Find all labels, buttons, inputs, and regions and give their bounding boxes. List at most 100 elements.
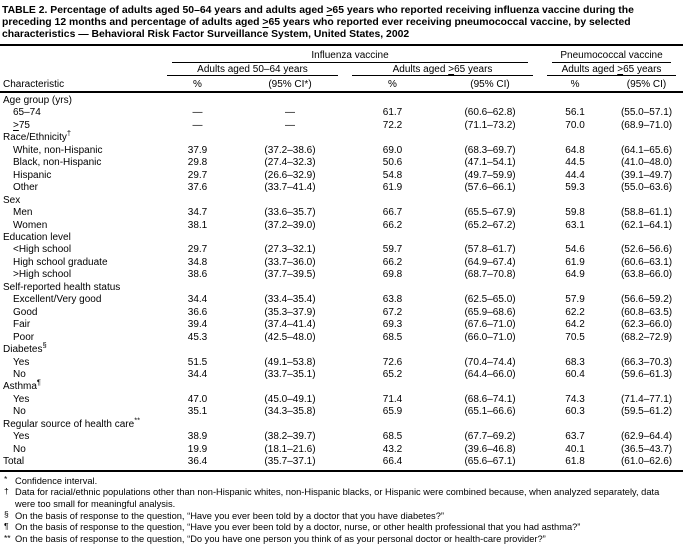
ci-cell: (58.8–61.1) [620, 207, 673, 219]
ci-cell: (49.7–59.9) [464, 169, 516, 181]
percent-cell: 72.6 [382, 356, 403, 368]
section-row: Race/Ethnicity† [0, 129, 683, 144]
data-row: Fair 39.4 (37.4–41.4) 69.3 (67.6–71.0) 64.2 (6… [0, 319, 683, 331]
percent-cell: 64.2 [565, 319, 585, 331]
ci-cell: (63.8–66.0) [620, 269, 673, 281]
ci-cell: (26.6–32.9) [264, 169, 316, 181]
percent-cell: 38.6 [187, 269, 208, 281]
row-label: Good [13, 306, 38, 318]
col-head-flu5064-ci: (95% CI*) [235, 76, 345, 93]
characteristic-header: Characteristic [0, 76, 160, 93]
ci-cell: (65.9–68.6) [464, 306, 516, 318]
section-row: Sex [0, 195, 683, 207]
ci-cell: (45.0–49.1) [264, 393, 316, 405]
percent-cell: 68.5 [382, 431, 403, 443]
percent-cell: 59.7 [382, 244, 403, 256]
row-label: 65–74 [13, 107, 41, 119]
subgroup-influenza-50-64-label: Adults aged 50–64 years [167, 64, 338, 76]
footnote-symbol: * [4, 474, 8, 485]
ci-cell: (35.3–37.9) [264, 306, 316, 318]
percent-cell: 59.8 [565, 207, 585, 219]
section-row: Education level [0, 232, 683, 244]
data-row: Men 34.7 (33.6–35.7) 66.7 (65.5–67.9) 59.8 (58… [0, 207, 683, 219]
row-label: High school graduate [13, 256, 108, 268]
percent-cell: 37.9 [187, 144, 208, 156]
percent-cell: 54.6 [565, 244, 585, 256]
ci-cell: (37.2–39.0) [264, 219, 316, 231]
percent-cell: 34.4 [187, 368, 208, 380]
percent-cell: 70.5 [565, 331, 585, 343]
percent-cell: 67.2 [382, 306, 403, 318]
percent-cell: 57.9 [565, 294, 585, 306]
ci-cell: (35.7–37.1) [235, 456, 345, 472]
ci-cell: (65.2–67.2) [464, 219, 516, 231]
ci-cell: (27.3–32.1) [264, 244, 316, 256]
data-row: Black, non-Hispanic 29.8 (27.4–32.3) 50.6 (4… [0, 157, 683, 169]
ci-cell: (65.5–67.9) [464, 207, 516, 219]
footnote-text: On the basis of response to the question… [15, 522, 581, 533]
row-label: Yes [13, 431, 30, 443]
ci-cell: (34.3–35.8) [264, 406, 316, 418]
col-head-pneu65-ci: (95% CI) [610, 76, 683, 93]
ci-cell: (64.9–67.4) [464, 256, 516, 268]
percent-cell: 72.2 [382, 119, 403, 131]
ci-cell: (39.6–46.8) [464, 443, 516, 455]
ci-cell: (64.4–66.0) [464, 368, 516, 380]
data-row: Women 38.1 (37.2–39.0) 66.2 (65.2–67.2) 63.1 (… [0, 220, 683, 232]
data-row: <High school 29.7 (27.3–32.1) 59.7 (57.8–61.… [0, 244, 683, 256]
percent-cell: 66.2 [382, 256, 403, 268]
footnote-text: On the basis of response to the question… [15, 534, 546, 545]
ci-cell: (36.5–43.7) [620, 443, 673, 455]
data-row: Hispanic 29.7 (26.6–32.9) 54.8 (49.7–59.9) 44… [0, 170, 683, 182]
ci-cell: (56.6–59.2) [620, 294, 673, 306]
row-label: White, non-Hispanic [13, 144, 103, 156]
ci-cell: (33.7–41.4) [264, 182, 316, 194]
percent-cell: 61.8 [540, 456, 611, 472]
section-label: Sex [3, 194, 21, 206]
section-row: Asthma¶ [0, 379, 683, 393]
section-row: Self-reported health status [0, 282, 683, 294]
ci-cell: (42.5–48.0) [264, 331, 316, 343]
subgroup-influenza-65plus-label: Adults aged >65 years [352, 64, 534, 76]
ci-cell: (59.5–61.2) [620, 406, 673, 418]
ci-cell: (38.2–39.7) [264, 431, 316, 443]
table-body: Age group (yrs) 65–74— —61.7 (60.6–62.8) 56.… [0, 92, 683, 472]
subgroup-influenza-65plus: Adults aged >65 years [345, 63, 540, 76]
ci-cell: — [285, 119, 295, 131]
row-label: Yes [13, 356, 30, 368]
percent-cell: 63.1 [565, 219, 585, 231]
footnote-symbol: † [4, 485, 9, 496]
data-row: >High school 38.6 (37.7–39.5) 69.8 (68.7–70.… [0, 269, 683, 281]
footnote-item: ¶ On the basis of response to the questi… [2, 521, 681, 534]
percent-cell: 38.1 [187, 219, 208, 231]
section-label: Age group (yrs) [3, 95, 72, 106]
percent-cell: — [192, 119, 203, 131]
percent-cell: 44.4 [565, 169, 585, 181]
ci-cell: (60.6–62.8) [464, 107, 516, 119]
col-head-flu65-pct: % [345, 76, 440, 93]
ci-cell: (65.1–66.6) [464, 406, 516, 418]
percent-cell: 37.6 [187, 182, 208, 194]
column-group-pneumococcal: Pneumococcal vaccine [540, 46, 683, 63]
percent-cell: 36.6 [187, 306, 208, 318]
row-label: No [13, 368, 26, 380]
percent-cell: 60.3 [565, 406, 585, 418]
percent-cell: 39.4 [187, 319, 208, 331]
ci-cell: (39.1–49.7) [620, 169, 673, 181]
ci-cell: (70.4–74.4) [464, 356, 516, 368]
ci-cell: (33.6–35.7) [264, 207, 316, 219]
data-row: White, non-Hispanic 37.9 (37.2–38.6) 69.0 (6… [0, 145, 683, 157]
row-label: Men [13, 207, 33, 219]
percent-cell: 63.8 [382, 294, 403, 306]
column-group-row: Influenza vaccine Pneumococcal vaccine [0, 46, 683, 63]
percent-cell: 64.9 [565, 269, 585, 281]
subgroup-pneumococcal-65plus: Adults aged >65 years [540, 63, 683, 76]
footnote-text: Data for racial/ethnic populations other… [15, 487, 660, 509]
percent-cell: 74.3 [565, 393, 585, 405]
row-label: Poor [13, 331, 35, 343]
section-row: Diabetes§ [0, 341, 683, 356]
section-label: Race/Ethnicity† [3, 129, 72, 144]
data-row: Excellent/Very good 34.4 (33.4–35.4) 63.8 (6… [0, 294, 683, 306]
data-row: Yes 51.5 (49.1–53.8) 72.6 (70.4–74.4) 68.3 (66… [0, 357, 683, 369]
